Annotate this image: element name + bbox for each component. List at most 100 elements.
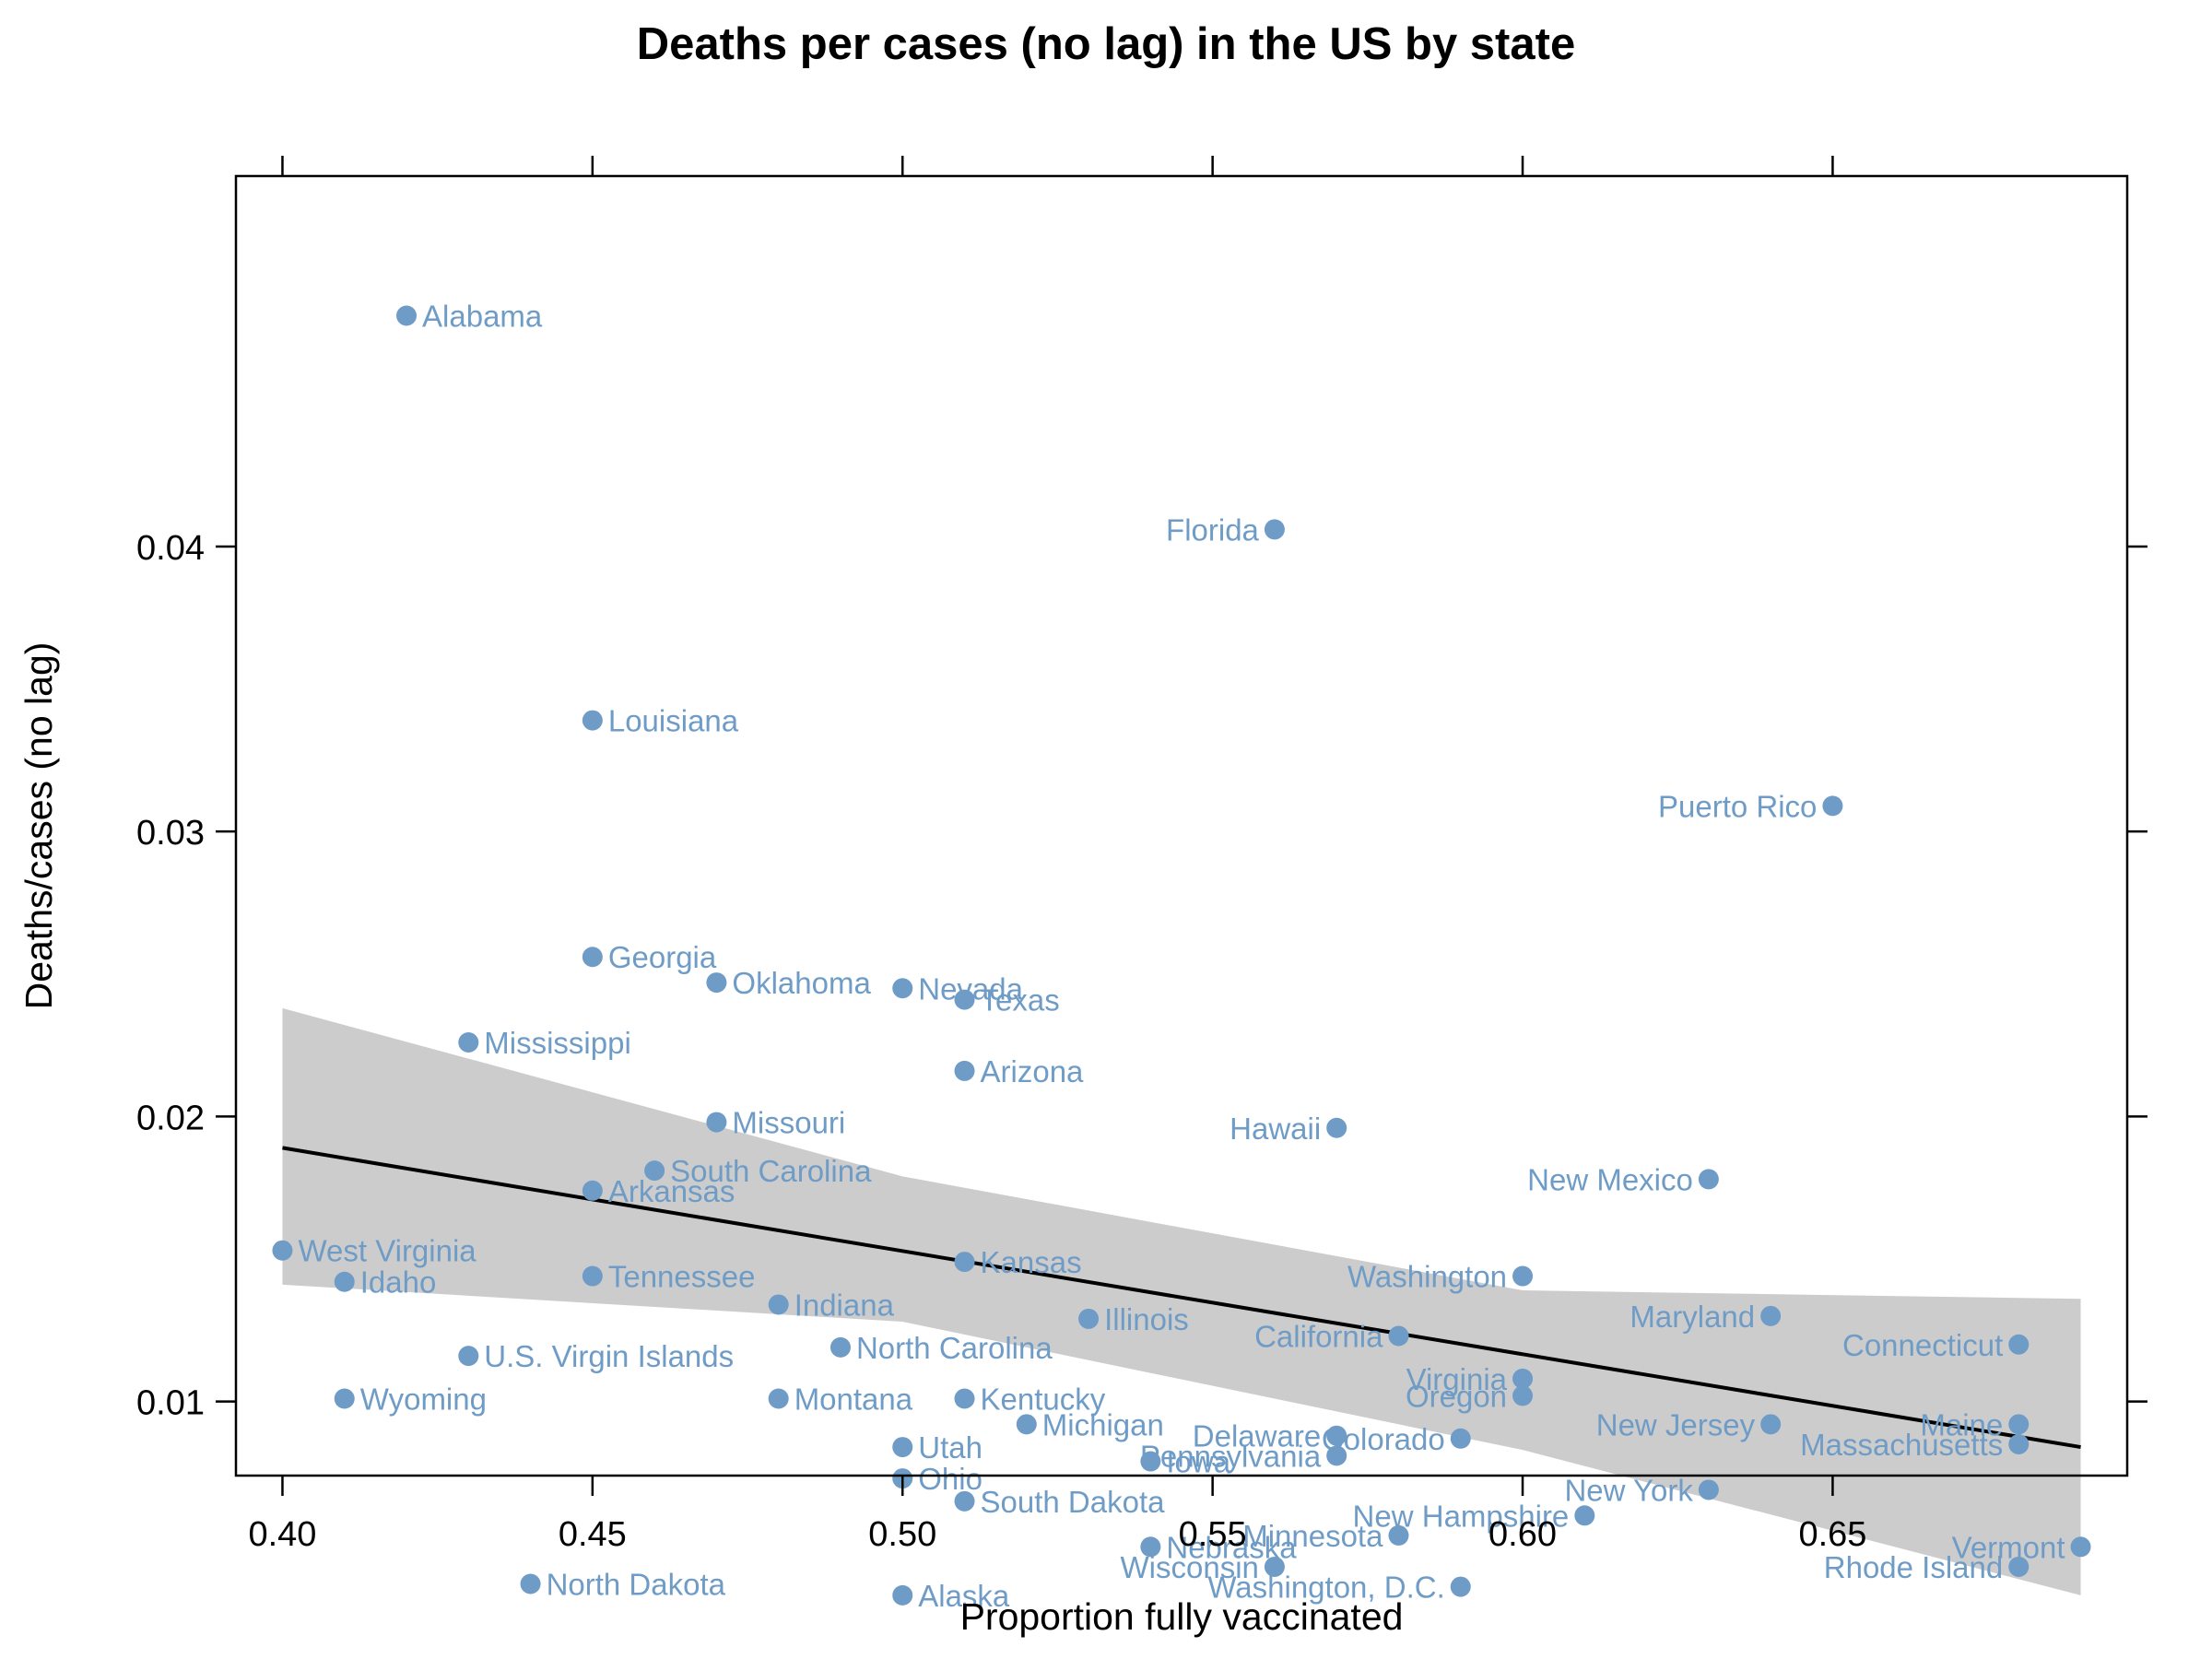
point-marker — [954, 1060, 975, 1081]
point-label: Indiana — [794, 1288, 895, 1322]
point-label: Louisiana — [608, 704, 739, 738]
data-point: Hawaii — [1230, 1112, 1347, 1146]
data-point: Utah — [892, 1430, 982, 1465]
data-point: South Dakota — [954, 1485, 1166, 1519]
chart-title: Deaths per cases (no lag) in the US by s… — [637, 19, 1575, 69]
data-point: South Carolina — [644, 1154, 872, 1188]
point-label: New York — [1564, 1473, 1693, 1507]
point-label: Texas — [981, 983, 1060, 1018]
data-point: Louisiana — [582, 704, 739, 738]
point-label: Mississippi — [484, 1026, 631, 1060]
data-point: New Jersey — [1596, 1407, 1782, 1441]
point-label: Delaware — [1193, 1419, 1321, 1453]
point-marker — [892, 978, 913, 999]
data-point: Kentucky — [954, 1382, 1106, 1417]
data-point: Kansas — [954, 1245, 1082, 1279]
point-label: Maryland — [1630, 1300, 1755, 1334]
plot-area: Alabama Florida Louisiana Puerto Rico Georgi… — [272, 300, 2091, 1613]
y-tick-label: 0.02 — [136, 1099, 205, 1137]
point-marker — [334, 1388, 355, 1409]
data-point: Indiana — [768, 1288, 895, 1322]
point-marker — [1388, 1524, 1409, 1546]
point-label: Alabama — [422, 300, 543, 334]
data-point: Idaho — [334, 1265, 436, 1300]
point-label: Alaska — [918, 1579, 1010, 1613]
point-label: Florida — [1166, 512, 1260, 547]
data-point: Rhode Island — [1824, 1550, 2030, 1584]
point-label: Washington, D.C. — [1207, 1571, 1444, 1605]
data-point: Puerto Rico — [1658, 789, 1843, 823]
plot-frame — [234, 174, 2129, 1477]
data-point: Arizona — [954, 1054, 1085, 1088]
point-label: Minnesota — [1242, 1519, 1383, 1553]
point-marker — [582, 710, 603, 731]
point-label: Georgia — [608, 940, 717, 974]
point-marker — [396, 305, 418, 326]
point-label: South Dakota — [981, 1485, 1166, 1519]
x-tick-label: 0.55 — [1179, 1515, 1247, 1554]
point-marker — [954, 1490, 975, 1512]
point-marker — [2008, 1556, 2030, 1577]
y-tick-label: 0.01 — [136, 1384, 205, 1423]
point-label: Ohio — [918, 1462, 982, 1496]
point-label: Virginia — [1406, 1362, 1508, 1396]
point-marker — [768, 1294, 789, 1315]
point-marker — [1512, 1368, 1534, 1389]
data-point: Iowa — [1140, 1445, 1231, 1479]
data-point: Washington, D.C. — [1207, 1571, 1471, 1605]
data-point: New Mexico — [1527, 1162, 1719, 1196]
point-marker — [1016, 1414, 1037, 1435]
data-point: West Virginia — [272, 1234, 477, 1268]
point-label: Michigan — [1042, 1407, 1164, 1441]
x-tick-label: 0.60 — [1488, 1515, 1557, 1554]
data-point: Washington — [1347, 1260, 1534, 1294]
data-point: North Carolina — [830, 1331, 1053, 1365]
x-tick-label: 0.40 — [248, 1515, 316, 1554]
point-marker — [892, 1584, 913, 1606]
data-point: Alaska — [892, 1579, 1010, 1613]
point-marker — [1698, 1169, 1719, 1190]
point-label: Oklahoma — [732, 966, 871, 1000]
point-marker — [1760, 1414, 1782, 1435]
point-marker — [520, 1573, 541, 1594]
point-marker — [1140, 1451, 1161, 1472]
point-label: Montana — [794, 1382, 913, 1417]
point-marker — [954, 989, 975, 1010]
point-label: West Virginia — [298, 1234, 477, 1268]
point-label: Massachusetts — [1800, 1428, 2003, 1462]
point-label: North Dakota — [547, 1568, 726, 1602]
x-tick-label: 0.45 — [559, 1515, 627, 1554]
point-label: Arizona — [981, 1054, 1085, 1088]
data-point: Mississippi — [458, 1026, 631, 1060]
data-point: Arkansas — [582, 1174, 735, 1208]
point-label: Utah — [918, 1430, 982, 1465]
point-label: Arkansas — [608, 1174, 735, 1208]
point-marker — [1388, 1325, 1409, 1347]
point-marker — [2008, 1433, 2030, 1454]
data-point: New York — [1564, 1473, 1719, 1507]
point-marker — [2070, 1536, 2091, 1558]
data-point: Delaware — [1193, 1419, 1347, 1453]
point-marker — [1264, 1556, 1285, 1577]
data-point: Connecticut — [1842, 1328, 2030, 1362]
data-point: Texas — [954, 983, 1060, 1018]
point-marker — [2008, 1334, 2030, 1355]
point-marker — [458, 1346, 479, 1367]
point-label: Tennessee — [608, 1260, 756, 1294]
point-marker — [706, 1112, 727, 1133]
point-marker — [1326, 1117, 1347, 1138]
point-label: Kansas — [981, 1245, 1082, 1279]
data-point: Vermont — [1952, 1530, 2091, 1564]
point-marker — [334, 1271, 355, 1292]
y-tick-label: 0.04 — [136, 529, 205, 568]
point-marker — [1574, 1505, 1595, 1526]
point-marker — [582, 1180, 603, 1201]
point-marker — [1822, 795, 1843, 817]
point-label: Kentucky — [981, 1382, 1106, 1417]
data-point: Missouri — [706, 1106, 845, 1140]
data-point: Illinois — [1078, 1302, 1189, 1336]
point-marker — [1326, 1445, 1347, 1466]
data-point: Wyoming — [334, 1382, 487, 1417]
point-label: California — [1254, 1319, 1383, 1353]
point-label: Iowa — [1166, 1445, 1230, 1479]
